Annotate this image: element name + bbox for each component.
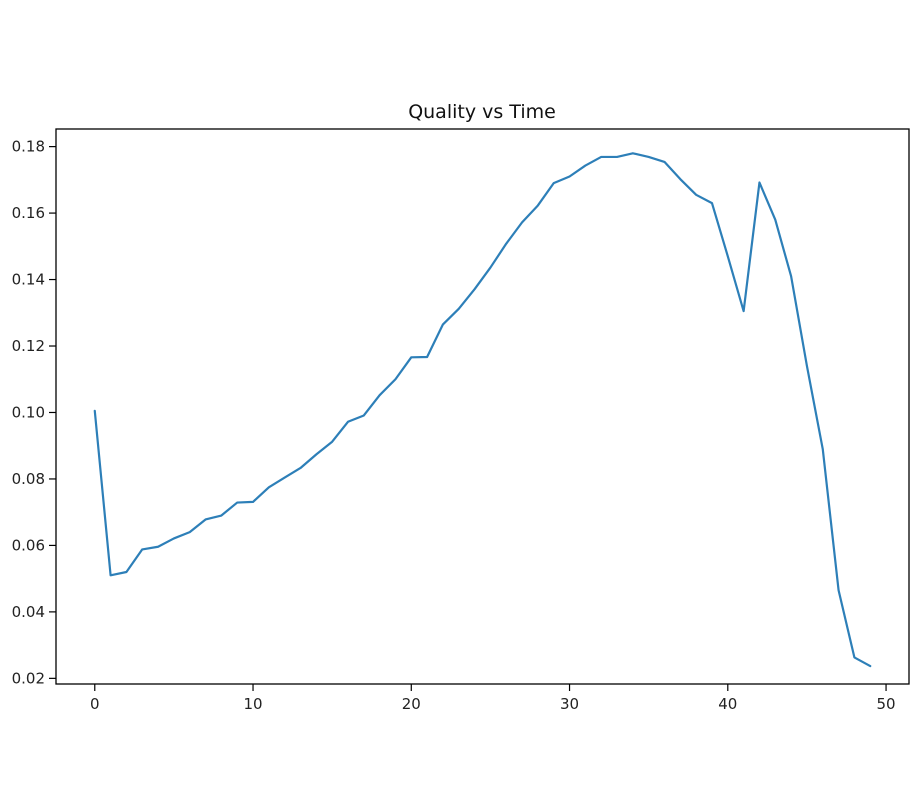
y-tick-label: 0.08	[12, 470, 45, 488]
x-tick-label: 10	[243, 695, 262, 713]
x-tick-label: 30	[560, 695, 579, 713]
x-axis: 0 10 20 30 40 50	[90, 684, 896, 713]
y-tick-label: 0.06	[12, 536, 45, 554]
y-tick-label: 0.14	[12, 271, 45, 289]
y-tick-label: 0.12	[12, 337, 45, 355]
axes-frame	[55, 128, 910, 685]
x-tick-label: 40	[718, 695, 737, 713]
y-tick-label: 0.04	[12, 603, 45, 621]
y-tick-label: 0.02	[12, 669, 45, 687]
y-tick-label: 0.16	[12, 204, 45, 222]
x-tick-label: 50	[877, 695, 896, 713]
y-axis: 0.02 0.04 0.06 0.08 0.10 0.12 0.14 0.16 0.18	[12, 138, 56, 687]
x-tick-label: 0	[90, 695, 100, 713]
y-tick-label: 0.10	[12, 403, 45, 421]
x-tick-label: 20	[402, 695, 421, 713]
series-line	[93, 152, 872, 668]
y-tick-label: 0.18	[12, 138, 45, 156]
plot-area	[93, 152, 872, 668]
chart-title: Quality vs Time	[408, 101, 556, 123]
